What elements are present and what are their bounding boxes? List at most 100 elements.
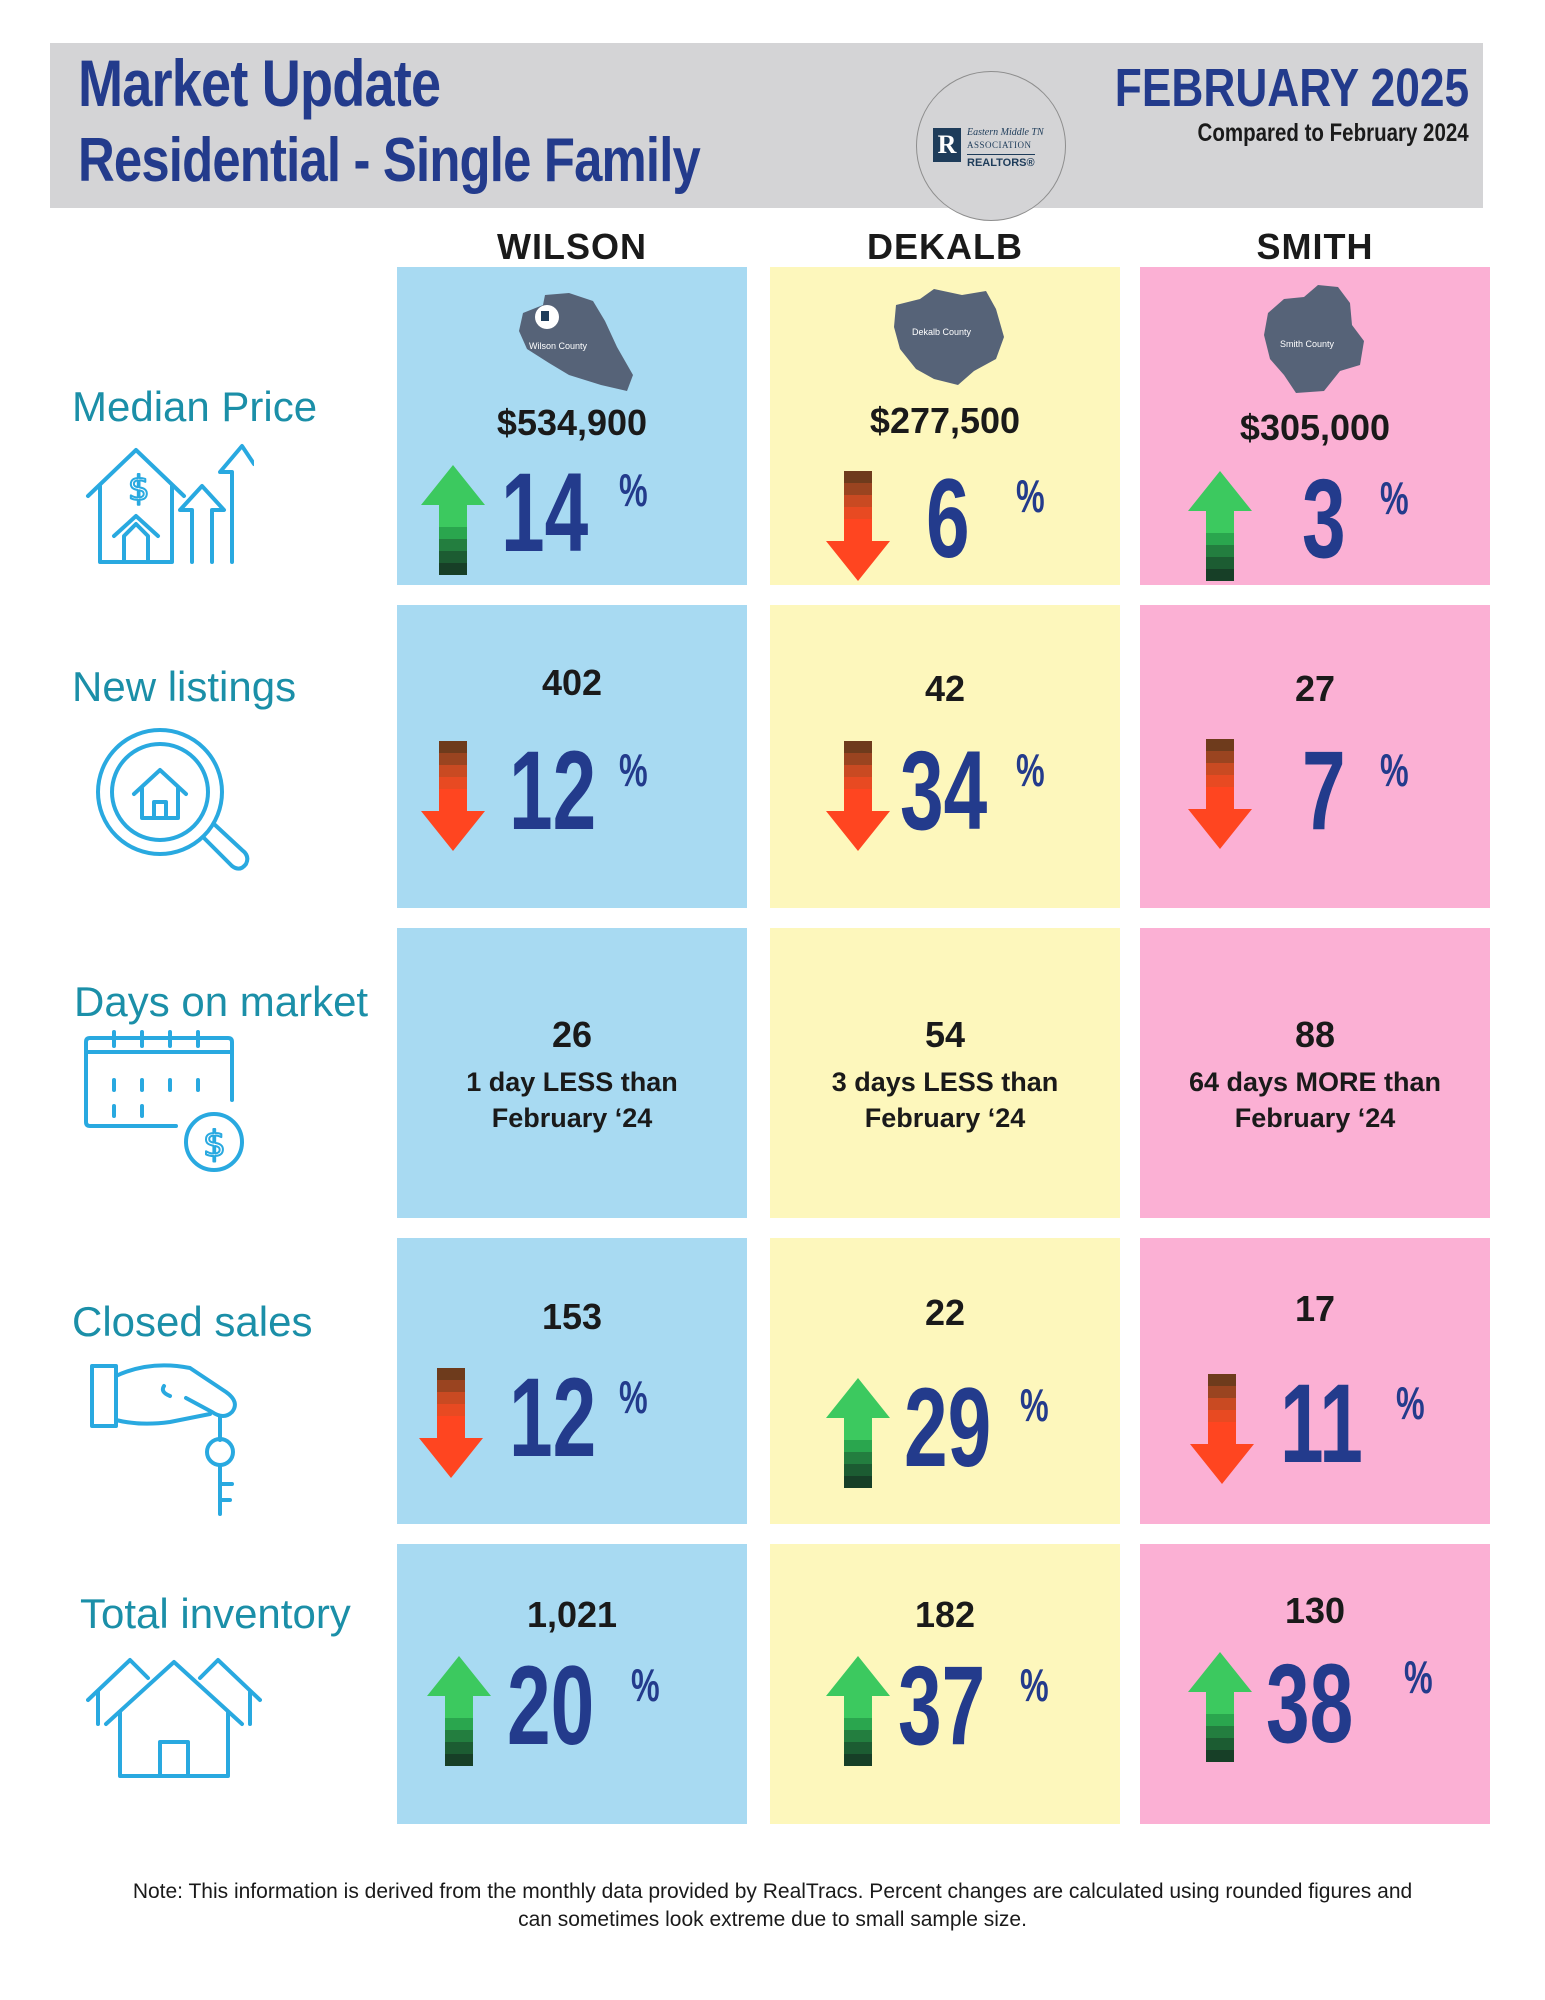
association-logo: R Eastern Middle TN ASSOCIATION REALTORS…	[916, 71, 1066, 221]
wilson-closed-sales-value: 153	[541, 1296, 603, 1337]
smith-county-label: Smith County	[1280, 339, 1335, 349]
row-label-total-inventory: Total inventory	[80, 1590, 351, 1637]
smith-total-inventory-change: 38	[1266, 1641, 1354, 1766]
dekalb-county-map-icon: Dekalb County	[890, 285, 1010, 391]
house-search-icon	[90, 722, 250, 882]
dekalb-new-listings-value: 42	[924, 668, 966, 709]
cell-smith-days-on-market: 88 64 days MORE than February ‘24	[1140, 928, 1490, 1218]
dekalb-total-inventory-value: 182	[914, 1594, 976, 1635]
dekalb-new-listings-change: 34	[900, 728, 988, 853]
svg-text:$: $	[203, 1124, 226, 1165]
houses-inventory-icon	[86, 1650, 262, 1780]
cell-dekalb-median-price: Dekalb County $277,500 6 %	[770, 267, 1120, 585]
wilson-county-label: Wilson County	[529, 341, 588, 351]
cell-dekalb-days-on-market: 54 3 days LESS than February ‘24	[770, 928, 1120, 1218]
wilson-total-inventory-value: 1,021	[526, 1594, 618, 1635]
percent-sign: %	[1380, 472, 1409, 524]
smith-closed-sales-change: 11	[1280, 1361, 1363, 1486]
cell-dekalb-closed-sales: 22 29 %	[770, 1238, 1120, 1524]
smith-days-note-line2: February ‘24	[1234, 1103, 1396, 1133]
cell-smith-closed-sales: 17 11 %	[1140, 1238, 1490, 1524]
smith-closed-sales-value: 17	[1294, 1288, 1336, 1329]
row-label-days-on-market: Days on market	[74, 978, 369, 1025]
dekalb-closed-sales-value: 22	[924, 1292, 966, 1333]
column-header-dekalb: DEKALB	[867, 226, 1023, 267]
percent-sign: %	[619, 744, 648, 796]
smith-days-note-line1: 64 days MORE than	[1188, 1067, 1442, 1097]
svg-text:$: $	[128, 469, 150, 509]
wilson-days-on-market-value: 26	[551, 1014, 593, 1055]
wilson-new-listings-change: 12	[509, 728, 597, 853]
cell-dekalb-new-listings: 42 34 %	[770, 605, 1120, 908]
smith-median-price-value: $305,000	[1239, 407, 1391, 448]
percent-sign: %	[631, 1659, 660, 1711]
smith-new-listings-change: 7	[1302, 728, 1346, 853]
wilson-days-note-line1: 1 day LESS than	[466, 1067, 678, 1097]
wilson-closed-sales-change: 12	[509, 1355, 597, 1480]
wilson-closed-sales-down-arrow-icon	[419, 1368, 483, 1478]
wilson-median-price-up-arrow-icon	[421, 465, 485, 575]
wilson-total-inventory-change: 20	[507, 1643, 595, 1768]
smith-total-inventory-up-arrow-icon	[1188, 1652, 1252, 1762]
wilson-median-price-change: 14	[501, 450, 589, 575]
footer-note-line2: can sometimes look extreme due to small …	[518, 1908, 1027, 1931]
logo-text-association: ASSOCIATION	[967, 140, 1032, 150]
column-header-wilson: WILSON	[497, 226, 647, 267]
hand-holding-key-icon	[90, 1352, 260, 1522]
smith-new-listings-value: 27	[1294, 668, 1336, 709]
smith-median-price-change: 3	[1302, 456, 1346, 581]
wilson-new-listings-down-arrow-icon	[421, 741, 485, 851]
column-header-smith: SMITH	[1256, 226, 1374, 267]
cell-wilson-median-price: Wilson County $534,900 14 %	[397, 267, 747, 585]
smith-closed-sales-down-arrow-icon	[1190, 1374, 1254, 1484]
wilson-days-note-line2: February ‘24	[491, 1103, 653, 1133]
row-label-closed-sales: Closed sales	[72, 1298, 313, 1345]
smith-days-on-market-value: 88	[1294, 1014, 1336, 1055]
cell-wilson-total-inventory: 1,021 20 %	[397, 1544, 747, 1824]
dekalb-county-label: Dekalb County	[912, 327, 972, 337]
comparison-period: Compared to February 2024	[1197, 119, 1469, 147]
percent-sign: %	[1016, 744, 1045, 796]
row-label-new-listings: New listings	[72, 663, 297, 710]
logo-text-region: Eastern Middle TN	[967, 127, 1044, 138]
smith-total-inventory-value: 130	[1284, 1590, 1346, 1631]
logo-text-realtors: REALTORS®	[967, 154, 1035, 169]
percent-sign: %	[619, 1371, 648, 1423]
dekalb-days-note-line1: 3 days LESS than	[831, 1067, 1059, 1097]
page-subtitle: Residential - Single Family	[78, 126, 701, 195]
wilson-median-price-value: $534,900	[496, 402, 648, 443]
percent-sign: %	[1020, 1659, 1049, 1711]
wilson-new-listings-value: 402	[541, 662, 603, 703]
percent-sign: %	[619, 464, 648, 516]
dekalb-median-price-value: $277,500	[869, 400, 1021, 441]
house-price-growth-icon: $	[84, 436, 254, 566]
smith-new-listings-down-arrow-icon	[1188, 739, 1252, 849]
cell-wilson-days-on-market: 26 1 day LESS than February ‘24	[397, 928, 747, 1218]
row-label-median-price: Median Price	[72, 383, 318, 430]
dekalb-closed-sales-up-arrow-icon	[826, 1378, 890, 1488]
dekalb-total-inventory-change: 37	[898, 1643, 986, 1768]
smith-county-map-icon: Smith County	[1260, 279, 1370, 397]
dekalb-days-on-market-value: 54	[924, 1014, 966, 1055]
percent-sign: %	[1016, 470, 1045, 522]
dekalb-new-listings-down-arrow-icon	[826, 741, 890, 851]
wilson-county-map-icon: Wilson County	[509, 287, 639, 397]
dekalb-median-price-down-arrow-icon	[826, 471, 890, 581]
footer-note: Note: This information is derived from t…	[60, 1878, 1485, 1934]
percent-sign: %	[1396, 1377, 1425, 1429]
footer-note-line1: Note: This information is derived from t…	[132, 1880, 1413, 1903]
realtor-r-icon: R	[933, 128, 961, 162]
cell-dekalb-total-inventory: 182 37 %	[770, 1544, 1120, 1824]
percent-sign: %	[1404, 1651, 1433, 1703]
percent-sign: %	[1020, 1379, 1049, 1431]
cell-smith-new-listings: 27 7 %	[1140, 605, 1490, 908]
wilson-total-inventory-up-arrow-icon	[427, 1656, 491, 1766]
dekalb-closed-sales-change: 29	[904, 1365, 992, 1490]
smith-median-price-up-arrow-icon	[1188, 471, 1252, 581]
percent-sign: %	[1380, 744, 1409, 796]
dekalb-total-inventory-up-arrow-icon	[826, 1656, 890, 1766]
cell-smith-median-price: Smith County $305,000 3 %	[1140, 267, 1490, 585]
dekalb-days-note-line2: February ‘24	[864, 1103, 1026, 1133]
cell-smith-total-inventory: 130 38 %	[1140, 1544, 1490, 1824]
cell-wilson-new-listings: 402 12 %	[397, 605, 747, 908]
